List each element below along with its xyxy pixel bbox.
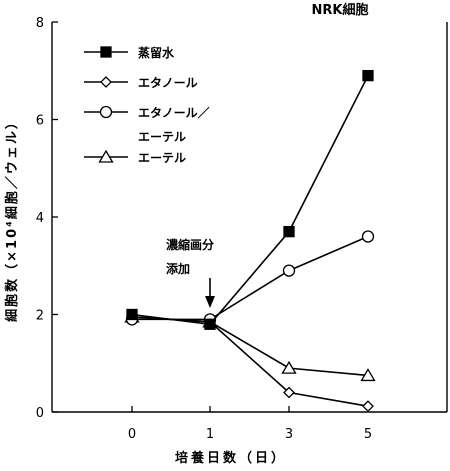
legend-item: エタノール／ エーテル (84, 105, 210, 144)
data-point (362, 69, 374, 82)
data-point (360, 368, 376, 382)
data-point (283, 386, 295, 399)
x-tick-label: 3 (285, 427, 293, 442)
data-point (281, 360, 297, 374)
data-point (126, 308, 138, 321)
x-tick-label: 0 (128, 427, 136, 442)
x-tick-label: 1 (206, 427, 214, 442)
series-line (131, 316, 369, 407)
y-axis-title: 細胞数（×10⁴細胞／ウェル） (4, 114, 20, 322)
series-line (131, 316, 369, 377)
series-2 (126, 311, 374, 413)
legend-label: エタノール／ (138, 105, 210, 120)
x-axis-title: 培養日数（日） (175, 450, 287, 466)
chart-title: NRK細胞 (312, 2, 369, 18)
data-point (204, 318, 216, 330)
legend-marker (99, 105, 113, 119)
y-tick-label: 8 (36, 16, 44, 31)
annotation-arrow-head (205, 296, 215, 308)
legend-marker (100, 46, 112, 58)
x-tick-label: 5 (364, 427, 372, 442)
legend-label: 蒸留水 (138, 45, 175, 60)
data-point (362, 400, 374, 413)
legend-marker (98, 149, 114, 163)
series-line (131, 75, 369, 326)
legend-item: エーテル (84, 149, 186, 165)
legend-label: エーテル (138, 130, 186, 144)
series-4 (124, 309, 376, 382)
legend-marker (100, 76, 112, 88)
legend-label: エーテル (138, 151, 186, 165)
annotation-text: 添加 (166, 261, 190, 276)
y-tick-label: 6 (36, 114, 44, 129)
legend-label: エタノール (138, 76, 198, 90)
data-point (283, 225, 295, 238)
series-1 (126, 69, 374, 330)
y-tick-label: 0 (36, 406, 44, 421)
y-tick-label: 4 (36, 211, 44, 226)
legend-item: 蒸留水 (84, 45, 175, 60)
legend-item: エタノール (84, 76, 198, 90)
y-tick-label: 2 (36, 309, 44, 324)
data-point (361, 230, 375, 243)
data-point (282, 264, 296, 277)
y-axis-ticks: 0 2 4 6 8 (36, 16, 58, 421)
annotation-text: 濃縮画分 (166, 237, 214, 252)
series-layer (124, 69, 376, 413)
